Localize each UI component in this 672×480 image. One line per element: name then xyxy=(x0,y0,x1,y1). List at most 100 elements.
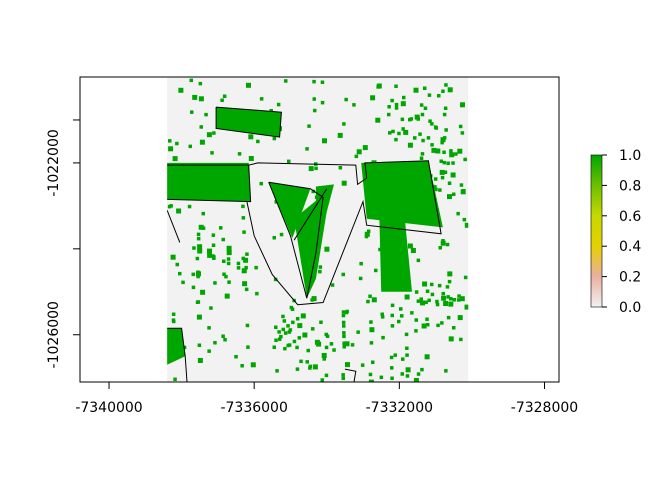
forest-pixel xyxy=(456,211,460,216)
forest-pixel xyxy=(207,326,211,330)
forest-pixel xyxy=(430,122,434,126)
forest-pixel xyxy=(192,94,198,100)
forest-pixel xyxy=(400,117,405,122)
forest-pixel xyxy=(342,331,346,335)
forest-pixel xyxy=(419,297,423,301)
forest-pixel xyxy=(379,375,384,380)
forest-pixel xyxy=(424,300,428,305)
forest-pixel xyxy=(413,87,419,93)
forest-pixel xyxy=(419,156,424,160)
forest-pixel xyxy=(332,348,336,352)
forest-pixel xyxy=(330,283,335,287)
forest-pixel xyxy=(436,323,440,328)
forest-pixel xyxy=(221,334,225,338)
forest-pixel xyxy=(414,290,419,294)
forest-pixel xyxy=(420,300,425,306)
boundary-line xyxy=(215,106,282,138)
forest-pixel xyxy=(226,245,232,251)
forest-pixel xyxy=(341,272,345,277)
forest-pixel xyxy=(420,152,425,156)
forest-pixel xyxy=(321,353,327,358)
forest-pixel xyxy=(198,96,204,102)
forest-pixel xyxy=(170,254,176,260)
forest-pixel xyxy=(320,378,324,382)
forest-pixel xyxy=(277,330,281,334)
forest-pixel xyxy=(246,82,251,88)
forest-pixel xyxy=(444,83,448,87)
forest-pixel xyxy=(405,374,410,378)
forest-pixel xyxy=(371,360,375,364)
forest-pixel xyxy=(433,125,438,129)
legend-tick-label: 0.0 xyxy=(619,300,641,316)
forest-pixel xyxy=(338,166,343,170)
forest-region-top-parcel xyxy=(216,107,282,138)
boundary-line xyxy=(293,188,328,241)
x-axis: -7340000 -7336000 -7332000 -7328000 xyxy=(75,381,578,416)
forest-pixel xyxy=(444,369,448,373)
forest-pixel xyxy=(244,265,248,270)
forest-pixel xyxy=(407,243,413,249)
forest-pixel xyxy=(449,149,453,153)
forest-pixel xyxy=(400,372,404,376)
forest-pixel xyxy=(390,376,394,380)
forest-pixel xyxy=(190,110,194,114)
forest-pixel xyxy=(399,307,403,311)
forest-pixel xyxy=(430,143,434,147)
forest-pixel xyxy=(329,342,334,346)
forest-pixel xyxy=(445,285,450,289)
forest-pixel xyxy=(306,348,310,353)
forest-pixel xyxy=(341,180,347,186)
forest-pixel xyxy=(312,364,318,370)
forest-region-left-parcel xyxy=(167,162,251,202)
forest-pixel xyxy=(426,136,431,140)
forest-pixel xyxy=(397,319,401,324)
forest-pixel xyxy=(446,161,450,165)
forest-pixel xyxy=(196,274,200,279)
forest-pixel xyxy=(424,354,430,360)
forest-pixel xyxy=(240,364,244,368)
x-tick-label: -7328000 xyxy=(511,400,578,416)
forest-pixel xyxy=(324,373,329,378)
forest-pixel xyxy=(242,230,246,234)
forest-pixel xyxy=(206,132,212,138)
forest-pixel xyxy=(405,367,411,373)
forest-pixel xyxy=(311,296,317,302)
forest-pixel xyxy=(282,319,287,323)
forest-pixel xyxy=(213,281,217,285)
forest-pixel xyxy=(272,345,276,349)
forest-pixel xyxy=(241,204,245,209)
forest-pixel xyxy=(368,379,374,382)
forest-pixel xyxy=(305,147,309,151)
forest-pixel xyxy=(281,327,285,332)
legend-tick-label: 0.2 xyxy=(619,270,641,286)
forest-pixel xyxy=(452,298,456,302)
forest-pixel xyxy=(245,323,250,328)
forest-pixel xyxy=(390,366,394,370)
forest-pixel xyxy=(248,156,254,161)
forest-pixel xyxy=(211,233,216,237)
forest-pixel xyxy=(197,343,202,347)
forest-pixel xyxy=(171,312,176,316)
forest-pixel xyxy=(449,297,453,301)
forest-pixel xyxy=(402,95,406,100)
forest-pixel xyxy=(438,246,442,250)
forest-pixel xyxy=(312,97,316,101)
forest-pixel xyxy=(447,194,452,200)
forest-pixel xyxy=(428,119,432,123)
forest-pixel xyxy=(286,343,290,348)
forest-pixel xyxy=(284,79,288,83)
forest-pixel xyxy=(397,131,401,136)
forest-pixel xyxy=(358,276,363,281)
polygon-boundaries xyxy=(167,106,442,382)
forest-pixel xyxy=(200,289,206,295)
forest-pixel xyxy=(197,248,203,254)
forest-pixel xyxy=(407,142,413,148)
forest-pixel xyxy=(443,170,448,174)
forest-pixel xyxy=(195,256,200,261)
forest-pixel xyxy=(381,335,385,340)
forest-pixel xyxy=(380,315,385,319)
forest-pixel xyxy=(314,166,318,171)
forest-pixel xyxy=(302,332,308,338)
forest-pixel xyxy=(431,147,437,153)
forest-pixel xyxy=(222,94,227,98)
